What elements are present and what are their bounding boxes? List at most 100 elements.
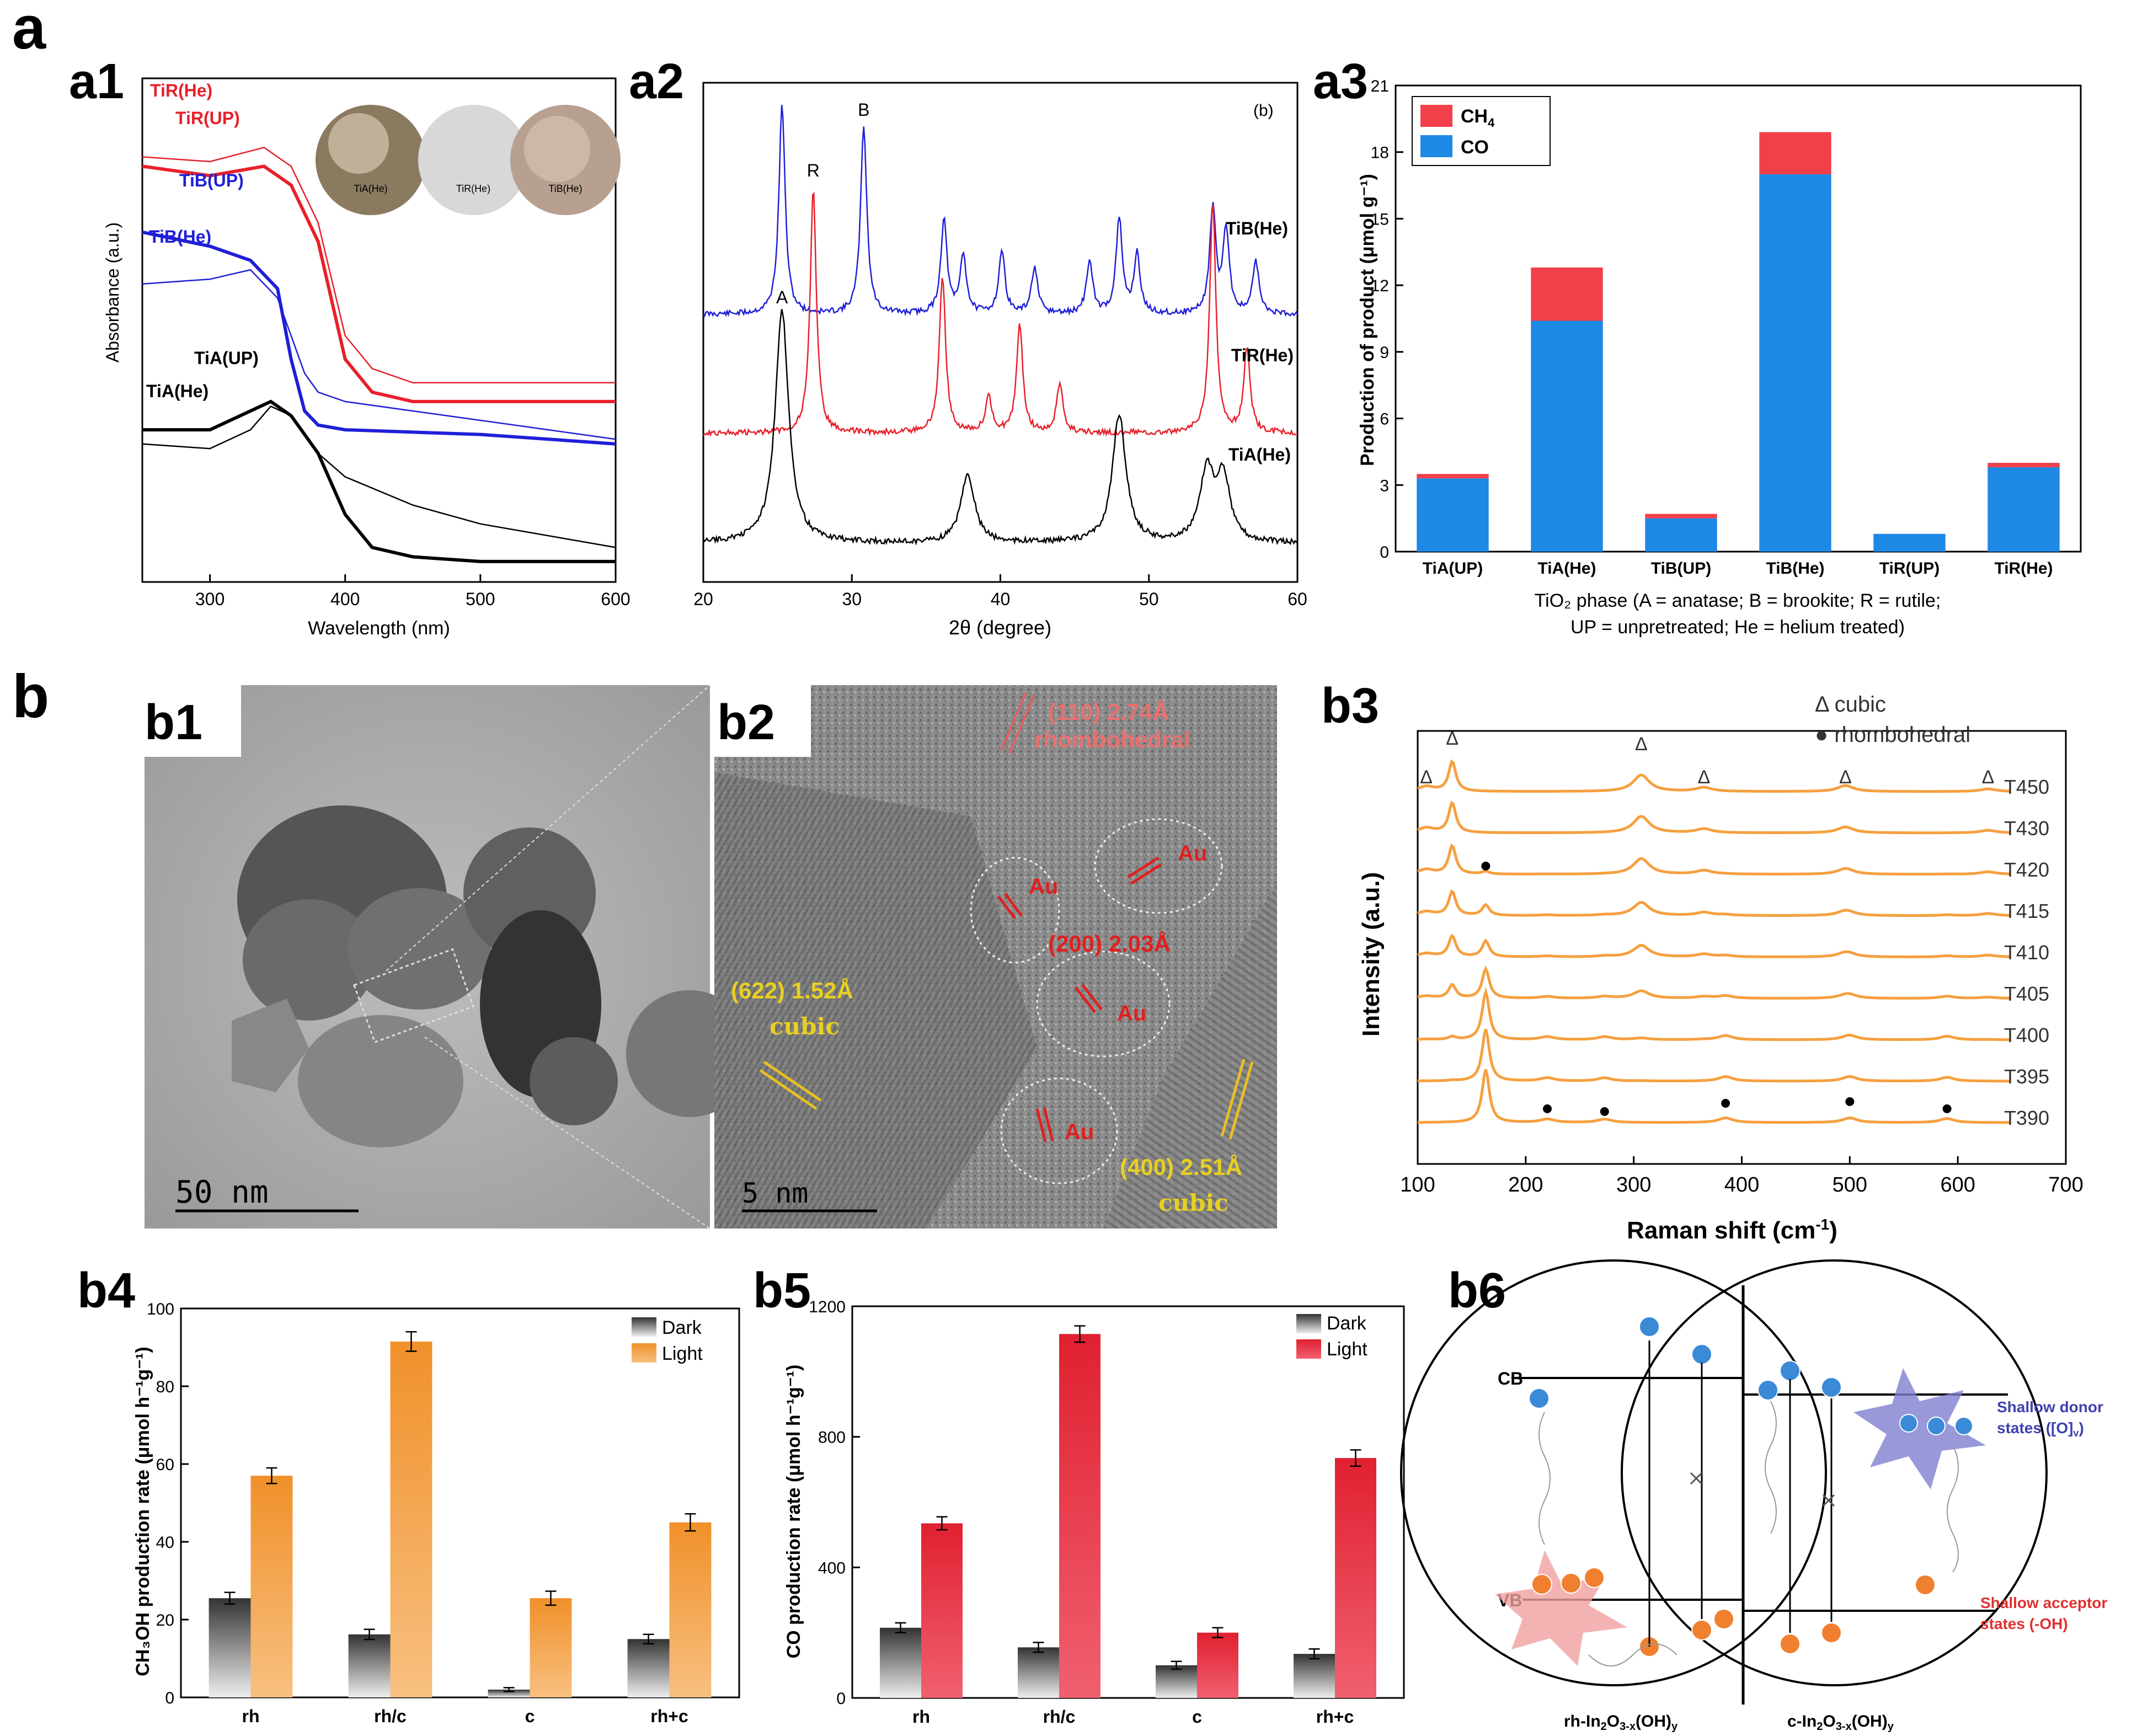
b1-particle-2 <box>243 899 375 1021</box>
a3-xtick-label: TiR(He) <box>1994 559 2053 578</box>
a2-label-tir: TiR(He) <box>1231 345 1294 365</box>
b1-zoom-line-bottom <box>424 1037 710 1229</box>
a2-peak-label-r: R <box>807 161 820 180</box>
panel-label-b5: b5 <box>753 1263 811 1318</box>
b3-series-label: T420 <box>2004 858 2049 881</box>
a1-frame <box>141 77 617 583</box>
a2-label-tib: TiB(He) <box>1226 218 1288 238</box>
b1-particle-3 <box>348 888 491 1009</box>
a3-xtick-label: TiB(He) <box>1766 559 1824 578</box>
a3-ytick-label: 0 <box>1380 543 1389 562</box>
a3-bar-ch4-0 <box>1417 474 1489 479</box>
b5-legend-swatch-dark <box>1296 1314 1321 1333</box>
chart-a2: 20 30 40 50 60 2θ (degree) (b) B R A TiB(He) T… <box>693 82 1307 639</box>
b3-xtick-label: 300 <box>1616 1173 1651 1196</box>
b4-xtick-label: rh/c <box>374 1706 407 1726</box>
b3-series-t400 <box>1417 986 2011 1041</box>
a3-ytick-label: 3 <box>1380 477 1389 495</box>
b3-cubic-marker: Δ <box>1839 767 1852 788</box>
b5-ytick-label: 400 <box>818 1559 846 1577</box>
panel-label-a2: a2 <box>629 54 684 109</box>
panel-label-b4: b4 <box>77 1263 135 1318</box>
b4-ytick-label: 40 <box>156 1534 174 1552</box>
b3-xtick-label: 500 <box>1833 1173 1867 1196</box>
b3-rh-marker <box>1845 1097 1855 1106</box>
chart-b4: 0 20 40 60 80 100 rh rh/c c rh+c CH₃OH productio… <box>132 1300 740 1726</box>
a2-series-tia-he <box>702 309 1299 546</box>
b3-cubic-marker: Δ <box>1982 767 1995 788</box>
a3-ytick-label: 18 <box>1371 144 1389 162</box>
b5-bar-dark-0 <box>880 1627 921 1698</box>
b2-au-circle-3 <box>1036 950 1171 1057</box>
b2-au-circle-4 <box>1000 1077 1118 1184</box>
b3-ylabel: Intensity (a.u.) <box>1358 872 1385 1037</box>
a3-legend-ch4: CH4 <box>1461 106 1495 130</box>
a1-series-tir-up <box>142 146 616 384</box>
a3-frame <box>1395 84 2082 553</box>
a2-xtick-label: 60 <box>1287 589 1307 609</box>
b5-xtick-label: c <box>1192 1707 1202 1727</box>
b4-frame <box>180 1307 740 1698</box>
b6-donor-line1: Shallow donor <box>1997 1398 2103 1415</box>
a3-bar-co-5 <box>1988 467 2060 552</box>
b3-rh-marker <box>1721 1099 1730 1108</box>
b5-legend-light: Light <box>1327 1339 1367 1360</box>
b3-xtick-label: 600 <box>1940 1173 1975 1196</box>
b5-legend-dark: Dark <box>1327 1313 1367 1334</box>
b3-series-label: T415 <box>2004 900 2049 922</box>
b3-series-label: T400 <box>2004 1024 2049 1046</box>
b5-xtick-label: rh <box>912 1707 930 1727</box>
b4-bar-light-3 <box>669 1522 712 1697</box>
b1-particle-9 <box>530 1037 618 1125</box>
b5-bar-dark-2 <box>1156 1665 1197 1698</box>
b4-bar-light-1 <box>390 1341 432 1697</box>
b5-ytick-label: 0 <box>836 1690 846 1708</box>
chart-b3: 100 200 300 400 500 600 700 ΔΔ ΔΔ Δ Δ T450T430T42… <box>1358 692 2083 1244</box>
b3-cubic-marker: Δ <box>1420 767 1433 788</box>
b2-scale-text: 5 nm <box>742 1177 808 1209</box>
b4-legend-swatch-light <box>632 1343 656 1363</box>
b3-series-t420 <box>1417 843 2011 876</box>
b3-rh-marker <box>1600 1107 1609 1116</box>
b2-label-cubic-plane-2: (400) 2.51Å <box>1120 1154 1242 1180</box>
panel-label-a3: a3 <box>1313 54 1368 109</box>
b5-bar-light-3 <box>1335 1458 1376 1698</box>
b3-xtick-label: 200 <box>1508 1173 1543 1196</box>
b4-ytick-label: 60 <box>156 1456 174 1474</box>
a3-bar-co-1 <box>1531 321 1603 552</box>
a3-legend-swatch-co <box>1420 135 1452 157</box>
chart-a3: 0 3 6 9 12 15 18 21 TiA(UP) TiA(He) TiB(UP) TiB(He… <box>1357 77 2082 638</box>
b2-au-fringes <box>997 856 1162 1142</box>
b4-xtick-label: c <box>525 1706 535 1726</box>
panel-label-b3: b3 <box>1321 679 1379 734</box>
a3-bar-co-4 <box>1873 533 1946 552</box>
panel-label-b2: b2 <box>717 695 775 750</box>
a1-label-tia-he: TiA(He) <box>146 381 209 401</box>
b4-xtick-label: rh <box>242 1706 260 1726</box>
b2-label-au-3: Au <box>1117 1001 1146 1025</box>
b2-au-circle-1 <box>970 857 1060 964</box>
b3-xtick-label: 400 <box>1724 1173 1759 1196</box>
diagram-b6: CB VB Shallow donor states ([O <box>1400 1259 2107 1733</box>
b2-label-box <box>714 685 811 757</box>
a3-bar-co-3 <box>1759 174 1831 552</box>
a2-xlabel: 2θ (degree) <box>949 616 1051 639</box>
a1-xtick-label: 500 <box>466 589 495 609</box>
a1-xlabel: Wavelength (nm) <box>308 618 450 639</box>
a3-ytick-label: 21 <box>1371 77 1389 95</box>
hrtem-image-b2: b2 (110) 2.74Å rhombohedral Au Au Au Au … <box>714 685 1277 1228</box>
b4-bar-dark-1 <box>348 1634 391 1697</box>
a1-xtick-label: 400 <box>330 589 360 609</box>
b5-ytick-label: 1200 <box>809 1298 846 1316</box>
b6-recombination-cross <box>1690 1472 1835 1507</box>
a3-xtick-label: TiB(UP) <box>1651 559 1711 578</box>
b2-lattice-cubic-region-2 <box>1103 883 1277 1228</box>
b6-acceptor-line1: Shallow acceptor <box>1980 1594 2107 1611</box>
b3-xtick-label: 100 <box>1400 1173 1435 1196</box>
a1-inset-photo-tia-highlight <box>328 113 389 174</box>
chart-b5: 0 400 800 1200 rh rh/c c rh+c CO production ra… <box>783 1298 1405 1727</box>
b6-donor-star <box>1853 1368 1986 1489</box>
a3-xtick-label: TiR(UP) <box>1879 559 1940 578</box>
a2-xtick-label: 40 <box>991 589 1011 609</box>
a2-series-tib-he <box>703 104 1299 318</box>
